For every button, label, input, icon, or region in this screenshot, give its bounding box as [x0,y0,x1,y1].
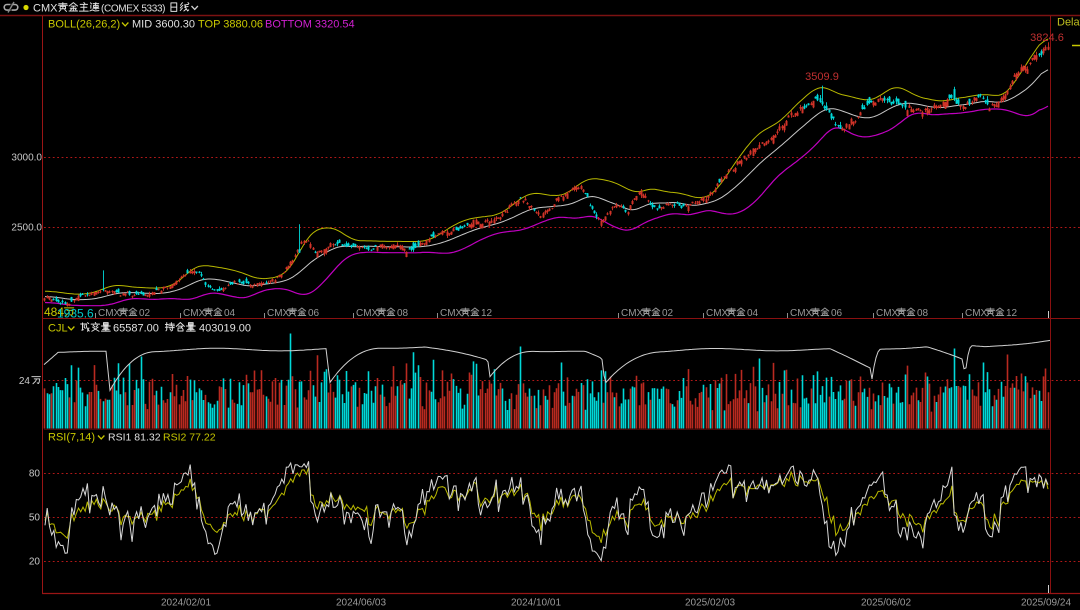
svg-text:CMX: CMX [440,308,463,319]
svg-text:3509.9: 3509.9 [805,71,839,83]
svg-text:1935.6: 1935.6 [57,307,94,321]
svg-text:RSI2 77.22: RSI2 77.22 [163,432,216,444]
svg-text:CMX: CMX [267,308,290,319]
svg-text:12: 12 [1006,308,1018,319]
svg-text:CMX: CMX [965,308,988,319]
svg-text:04: 04 [747,308,759,319]
svg-text:20: 20 [29,557,41,568]
svg-text:CMX: CMX [876,308,899,319]
svg-text:08: 08 [917,308,929,319]
svg-text:Delay: Delay [1057,17,1080,29]
svg-text:CMX: CMX [183,308,206,319]
svg-text:2500.0: 2500.0 [11,223,42,234]
svg-text:TOP 3880.06: TOP 3880.06 [198,19,263,31]
svg-text:BOLL(26,26,2): BOLL(26,26,2) [48,19,120,31]
svg-text:65587.00: 65587.00 [113,323,159,335]
svg-text:BOTTOM 3320.54: BOTTOM 3320.54 [265,19,355,31]
svg-text:2025/09/24: 2025/09/24 [1021,598,1071,609]
svg-text:CMX: CMX [621,308,644,319]
svg-text:MID 3600.30: MID 3600.30 [132,19,195,31]
svg-text:2025/02/03: 2025/02/03 [685,598,735,609]
svg-text:CMX: CMX [98,308,121,319]
svg-text:CMX: CMX [790,308,813,319]
svg-text:(COMEX 5333): (COMEX 5333) [101,4,165,15]
svg-text:3824.6: 3824.6 [1030,32,1064,44]
svg-text:80: 80 [29,469,41,480]
svg-text:02: 02 [139,308,151,319]
svg-text:484: 484 [44,305,64,319]
svg-text:06: 06 [831,308,843,319]
svg-text:RSI(7,14): RSI(7,14) [48,432,95,444]
svg-text:24: 24 [19,376,31,387]
svg-text:50: 50 [29,513,41,524]
svg-text:2024/02/01: 2024/02/01 [161,598,211,609]
svg-text:02: 02 [662,308,674,319]
svg-text:403019.00: 403019.00 [199,323,251,335]
svg-text:CJL: CJL [48,323,68,335]
svg-text:08: 08 [397,308,409,319]
svg-text:2024/06/03: 2024/06/03 [336,598,386,609]
svg-text:2025/06/02: 2025/06/02 [861,598,911,609]
svg-text:CMX: CMX [33,3,58,15]
svg-text:3000.0: 3000.0 [11,153,42,164]
svg-text:CMX: CMX [356,308,379,319]
svg-text:12: 12 [481,308,493,319]
svg-text:06: 06 [308,308,320,319]
svg-text:04: 04 [224,308,236,319]
svg-text:CMX: CMX [706,308,729,319]
svg-text:2024/10/01: 2024/10/01 [511,598,561,609]
svg-text:RSI1 81.32: RSI1 81.32 [108,432,161,444]
